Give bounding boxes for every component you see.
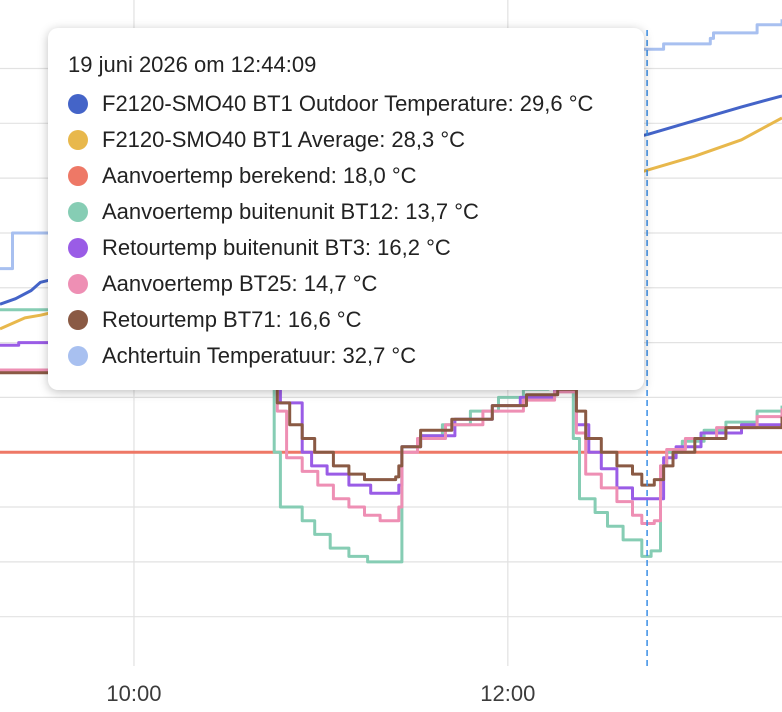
tooltip-row-label: Aanvoertemp BT25: 14,7 °C <box>102 271 378 296</box>
legend-swatch-icon <box>68 238 88 258</box>
x-tick-label: 10:00 <box>106 681 161 706</box>
tooltip-row-label: Achtertuin Temperatuur: 32,7 °C <box>102 343 417 368</box>
tooltip: 19 juni 2026 om 12:44:09 F2120-SMO40 BT1… <box>48 28 644 390</box>
tooltip-row-label: F2120-SMO40 BT1 Outdoor Temperature: 29,… <box>102 91 594 116</box>
legend-swatch-icon <box>68 310 88 330</box>
tooltip-row-label: F2120-SMO40 BT1 Average: 28,3 °C <box>102 127 466 152</box>
x-axis-tick-labels: 10:00 12:00 <box>106 681 535 706</box>
tooltip-row: Retourtemp BT71: 16,6 °C <box>68 302 644 338</box>
tooltip-row-label: Retourtemp buitenunit BT3: 16,2 °C <box>102 235 451 260</box>
legend-swatch-icon <box>68 94 88 114</box>
legend-swatch-icon <box>68 166 88 186</box>
series-line <box>0 19 782 271</box>
legend-swatch-icon <box>68 274 88 294</box>
tooltip-row-label: Retourtemp BT71: 16,6 °C <box>102 307 362 332</box>
x-tick-label: 12:00 <box>480 681 535 706</box>
legend-swatch-icon <box>68 202 88 222</box>
tooltip-row: Achtertuin Temperatuur: 32,7 °C <box>68 338 644 374</box>
tooltip-row: Aanvoertemp berekend: 18,0 °C <box>68 158 644 194</box>
tooltip-row: F2120-SMO40 BT1 Average: 28,3 °C <box>68 122 644 158</box>
tooltip-row-label: Aanvoertemp berekend: 18,0 °C <box>102 163 417 188</box>
tooltip-row: Retourtemp buitenunit BT3: 16,2 °C <box>68 230 644 266</box>
legend-swatch-icon <box>68 130 88 150</box>
tooltip-row-label: Aanvoertemp buitenunit BT12: 13,7 °C <box>102 199 479 224</box>
series-line <box>0 354 782 525</box>
legend-swatch-icon <box>68 346 88 366</box>
tooltip-row: Aanvoertemp buitenunit BT12: 13,7 °C <box>68 194 644 230</box>
tooltip-row: F2120-SMO40 BT1 Outdoor Temperature: 29,… <box>68 86 644 122</box>
tooltip-rows: F2120-SMO40 BT1 Outdoor Temperature: 29,… <box>68 86 644 374</box>
tooltip-title: 19 juni 2026 om 12:44:09 <box>68 52 317 77</box>
tooltip-row: Aanvoertemp BT25: 14,7 °C <box>68 266 644 302</box>
